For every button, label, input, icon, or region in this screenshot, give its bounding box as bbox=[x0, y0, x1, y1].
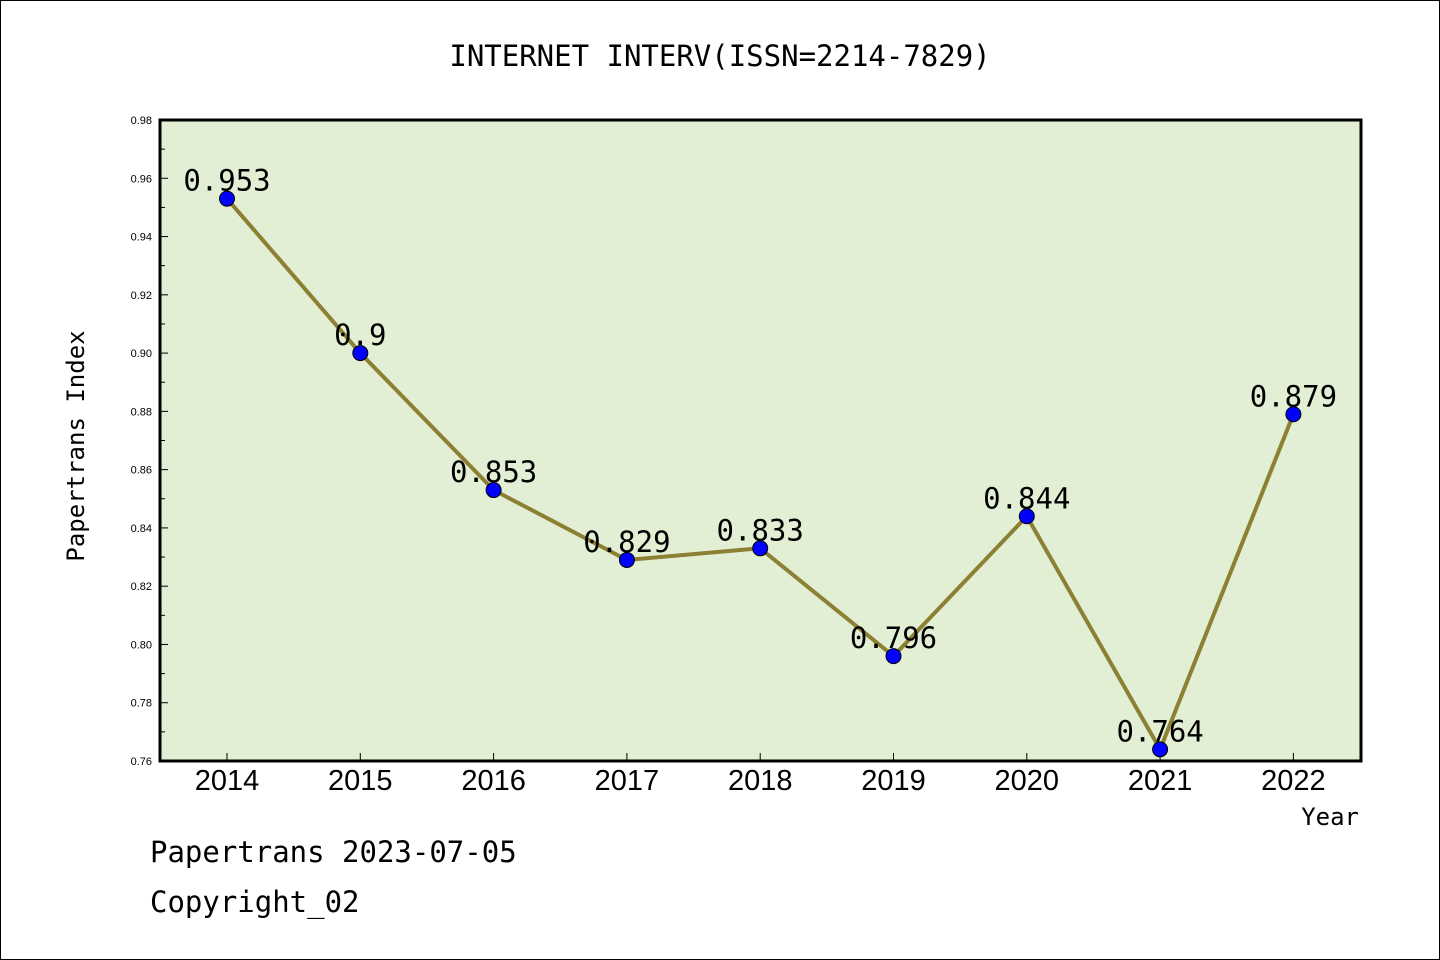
data-point bbox=[1018, 508, 1035, 525]
chart-title: INTERNET INTERV(ISSN=2214-7829) bbox=[449, 39, 990, 73]
data-point bbox=[618, 551, 635, 568]
x-tick-label: 2016 bbox=[461, 765, 526, 797]
x-tick-label: 2021 bbox=[1128, 765, 1193, 797]
data-series: 0.953 0.9 0.853 0.829 0.833 0.796 0.844 0.764 0.… bbox=[183, 164, 1337, 758]
y-tick-label: 0.80 bbox=[131, 639, 152, 651]
x-tick-label: 2018 bbox=[728, 765, 793, 797]
data-label: 0.9 bbox=[334, 318, 386, 352]
y-axis-label: Papertrans Index bbox=[62, 330, 90, 561]
plot-border bbox=[158, 118, 1363, 763]
plot-area bbox=[160, 120, 1361, 761]
x-tick-label: 2014 bbox=[195, 765, 260, 797]
data-label: 0.879 bbox=[1250, 379, 1337, 413]
data-label: 0.844 bbox=[983, 481, 1070, 515]
data-label: 0.829 bbox=[583, 525, 670, 559]
data-label: 0.764 bbox=[1116, 714, 1203, 748]
data-point bbox=[219, 190, 235, 207]
x-axis-label: Year bbox=[1301, 803, 1359, 831]
y-tick-label: 0.86 bbox=[131, 465, 152, 477]
data-point bbox=[1285, 406, 1302, 423]
y-tick-label: 0.98 bbox=[131, 115, 152, 127]
x-tick-label: 2019 bbox=[861, 765, 926, 797]
y-tick-label: 0.90 bbox=[131, 348, 152, 360]
footer-copyright-text: Copyright_02 bbox=[150, 885, 360, 919]
footer-date-text: Papertrans 2023-07-05 bbox=[150, 835, 517, 869]
data-point bbox=[752, 540, 769, 557]
x-tick-label: 2015 bbox=[328, 765, 393, 797]
y-tick-label: 0.78 bbox=[131, 698, 152, 710]
data-point bbox=[485, 482, 502, 499]
y-tick-label: 0.92 bbox=[131, 290, 152, 302]
x-tick-label: 2020 bbox=[995, 765, 1060, 797]
y-tick-label: 0.88 bbox=[131, 406, 152, 418]
y-tick-label: 0.76 bbox=[131, 756, 152, 768]
x-axis-ticks: 2014 2015 2016 2017 2018 2019 2020 2021 2022 bbox=[195, 753, 1326, 797]
x-tick-label: 2017 bbox=[595, 765, 660, 797]
x-tick-label: 2022 bbox=[1261, 765, 1326, 797]
y-tick-label: 0.84 bbox=[131, 523, 152, 535]
data-label: 0.833 bbox=[717, 513, 804, 547]
data-point bbox=[352, 345, 369, 362]
y-tick-label: 0.94 bbox=[131, 232, 152, 244]
y-tick-label: 0.82 bbox=[131, 581, 152, 593]
data-label: 0.796 bbox=[850, 621, 937, 655]
data-point bbox=[1152, 741, 1169, 758]
data-point bbox=[885, 648, 902, 665]
y-tick-label: 0.96 bbox=[131, 173, 152, 185]
data-label: 0.953 bbox=[183, 164, 270, 198]
data-label: 0.853 bbox=[450, 455, 537, 489]
